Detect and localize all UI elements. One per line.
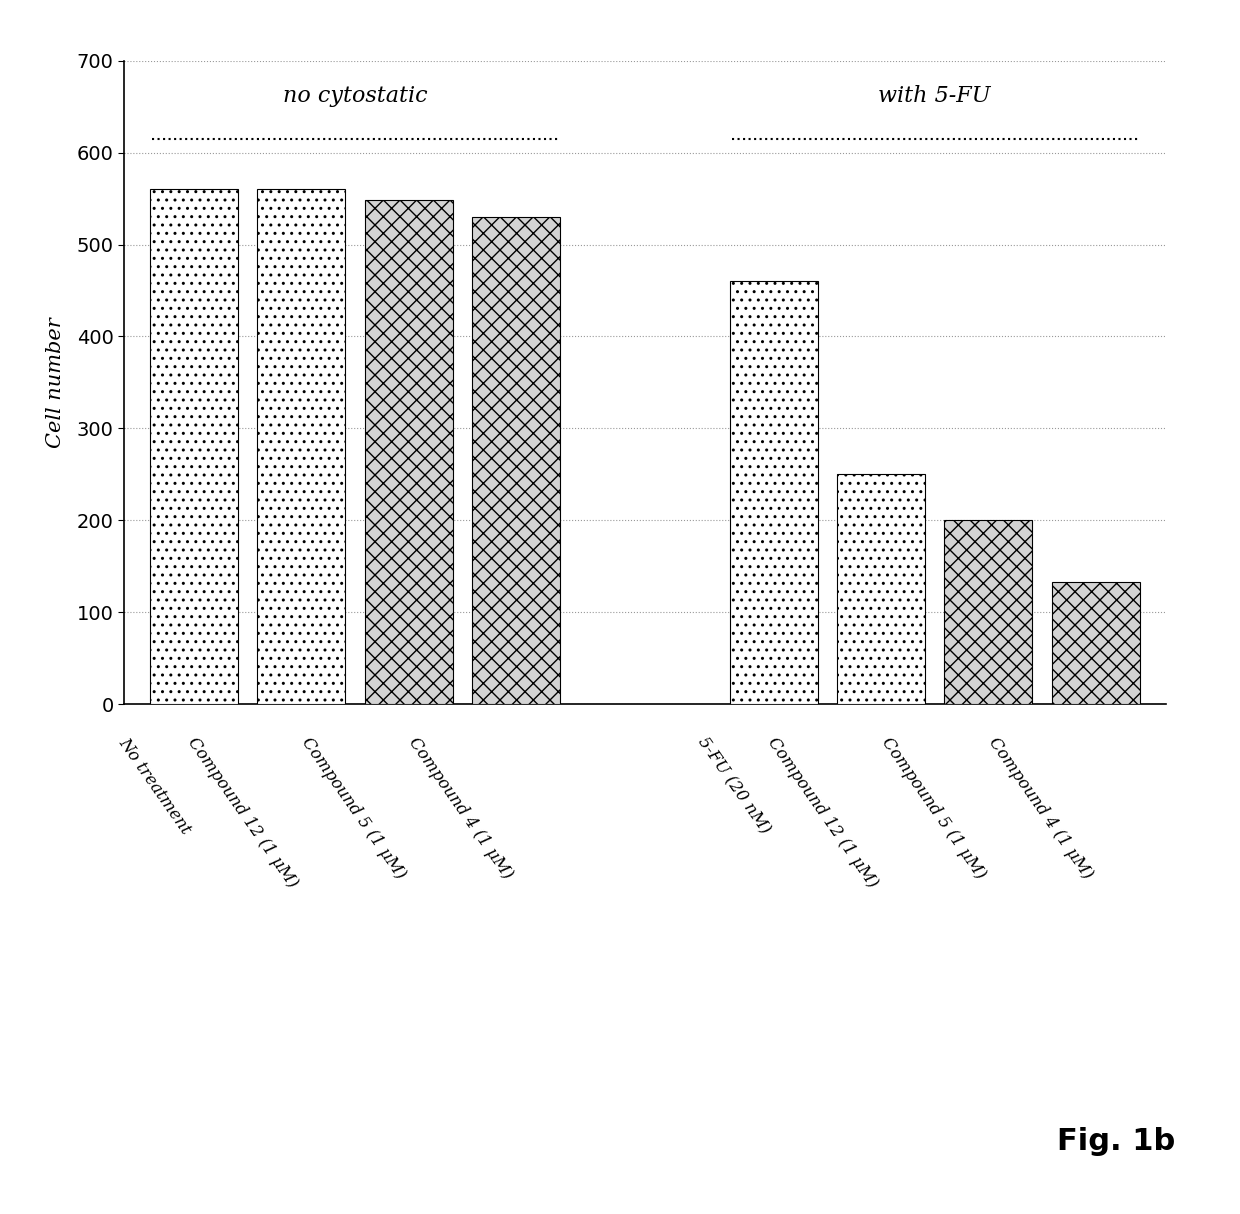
Text: with 5-FU: with 5-FU bbox=[878, 85, 991, 107]
Text: Compound 5 (1 μM): Compound 5 (1 μM) bbox=[298, 734, 408, 883]
Text: No treatment: No treatment bbox=[114, 734, 193, 838]
Bar bbox=[1052, 582, 1140, 704]
Bar bbox=[729, 282, 817, 704]
Text: no cytostatic: no cytostatic bbox=[283, 85, 428, 107]
Text: 5-FU (20 nM): 5-FU (20 nM) bbox=[694, 734, 774, 838]
Bar bbox=[150, 189, 238, 704]
Text: Compound 12 (1 μM): Compound 12 (1 μM) bbox=[185, 734, 301, 891]
Bar bbox=[945, 521, 1033, 704]
Bar bbox=[365, 200, 453, 704]
Bar bbox=[257, 189, 345, 704]
Y-axis label: Cell number: Cell number bbox=[46, 317, 66, 448]
Text: Compound 4 (1 μM): Compound 4 (1 μM) bbox=[985, 734, 1096, 883]
Text: Compound 5 (1 μM): Compound 5 (1 μM) bbox=[878, 734, 988, 883]
Text: Compound 12 (1 μM): Compound 12 (1 μM) bbox=[764, 734, 882, 891]
Text: Fig. 1b: Fig. 1b bbox=[1056, 1127, 1176, 1156]
Bar bbox=[837, 475, 925, 704]
Text: Compound 4 (1 μM): Compound 4 (1 μM) bbox=[405, 734, 516, 883]
Bar bbox=[472, 217, 560, 704]
